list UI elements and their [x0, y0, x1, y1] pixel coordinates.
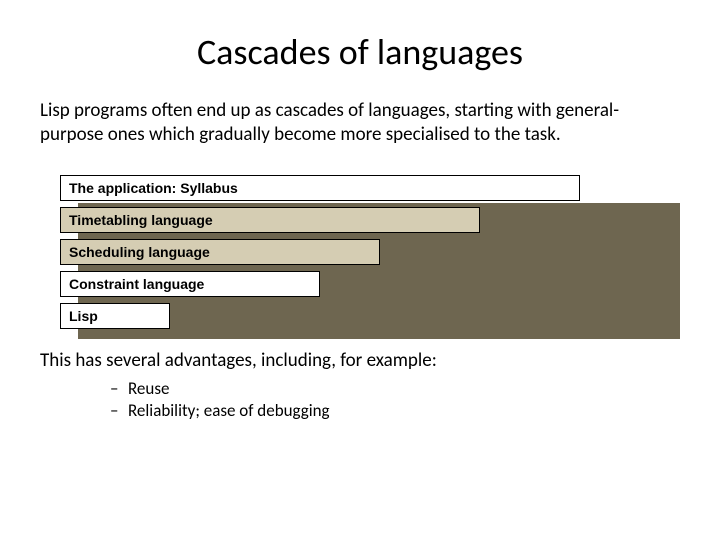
bullet-text: Reliability; ease of debugging — [128, 400, 330, 421]
cascade-layer-scheduling: Scheduling language — [60, 239, 380, 265]
cascade-layer-timetabling: Timetabling language — [60, 207, 480, 233]
dash-icon: – — [110, 378, 128, 401]
cascade-diagram: The application: Syllabus Timetabling la… — [60, 175, 680, 345]
cascade-layer-lisp: Lisp — [60, 303, 170, 329]
bullet-text: Reuse — [128, 378, 169, 399]
slide: Cascades of languages Lisp programs ofte… — [0, 0, 720, 443]
cascade-layer-application: The application: Syllabus — [60, 175, 580, 201]
intro-paragraph: Lisp programs often end up as cascades o… — [40, 99, 680, 147]
cascade-layer-constraint: Constraint language — [60, 271, 320, 297]
bullet-item: –Reuse — [110, 378, 680, 401]
bullet-item: –Reliability; ease of debugging — [110, 400, 680, 423]
bullet-list: –Reuse –Reliability; ease of debugging — [110, 378, 680, 424]
outro-paragraph: This has several advantages, including, … — [40, 349, 680, 372]
slide-title: Cascades of languages — [40, 30, 680, 74]
dash-icon: – — [110, 400, 128, 423]
